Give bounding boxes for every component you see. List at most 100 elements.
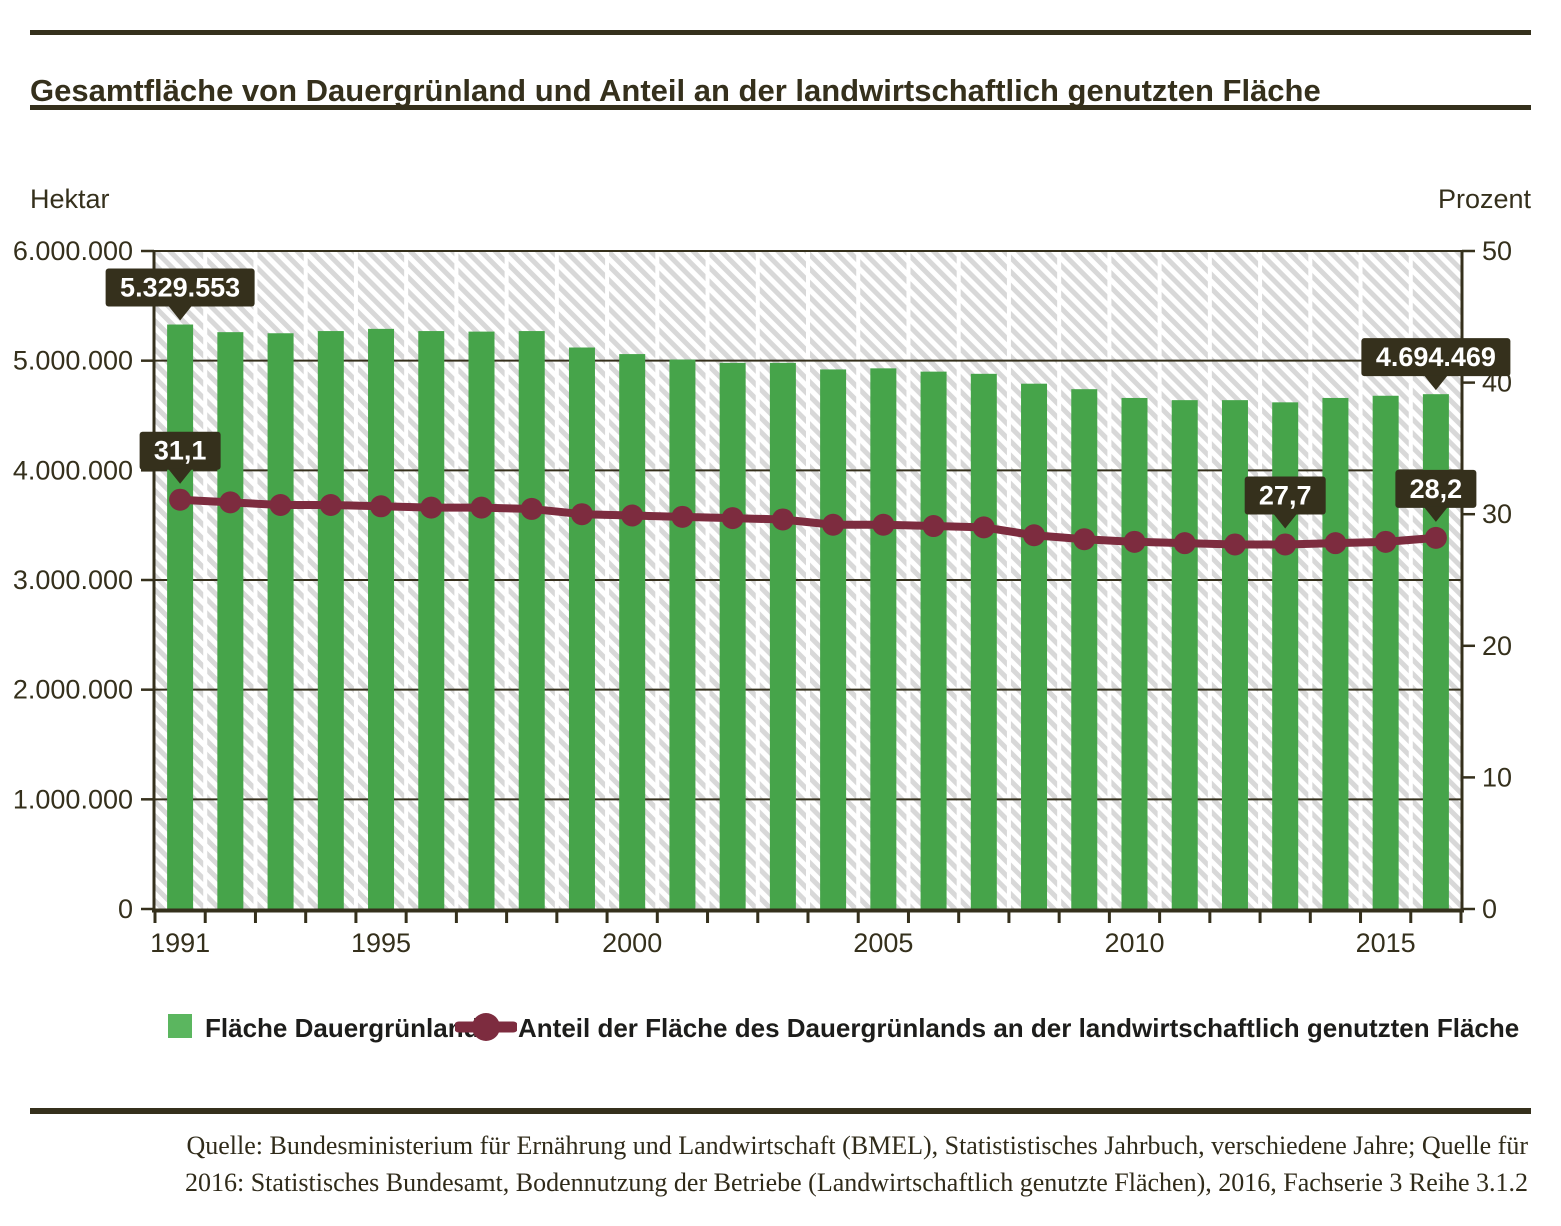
callout-text: 28,2 [1410,474,1463,504]
bar-2005 [870,368,897,909]
percent-dot-2004 [822,513,845,536]
bar-2010 [1121,397,1148,909]
percent-dot-2007 [972,516,995,539]
bar-2003 [769,362,796,909]
header-rule-top [30,30,1531,35]
bar-2015 [1372,395,1399,909]
bar-2007 [970,373,997,909]
callout-text: 5.329.553 [120,273,240,303]
percent-dot-2012 [1223,533,1246,556]
percent-dot-2005 [872,513,895,536]
combo-chart: 0 1.000.000 2.000.000 3.000.000 4.000.000 5.0… [13,236,1512,958]
legend-line-dot-icon [455,1013,517,1041]
left-tick-label: 1.000.000 [13,784,133,814]
percent-dot-1994 [319,493,342,516]
x-tick-label-2010: 2010 [1104,928,1164,958]
footer-rule [30,1108,1531,1114]
bar-1992 [217,332,244,909]
left-tick-label: 0 [118,894,133,924]
percent-dot-2006 [922,515,945,538]
right-tick-label: 10 [1482,762,1512,792]
percent-dot-1995 [370,495,393,518]
bar-2002 [719,362,746,909]
percent-dot-2016 [1424,526,1447,549]
callout-line-2013: 27,7 [1244,476,1326,529]
percent-dot-2009 [1073,528,1096,551]
percent-dot-2010 [1123,530,1146,553]
left-axis-unit-label: Hektar [30,184,110,214]
callout-pointer [1423,375,1448,391]
bar-1997 [468,331,495,910]
right-axis-unit-label: Prozent [1437,184,1531,214]
bar-2014 [1322,397,1349,909]
x-tick-label-1995: 1995 [351,928,411,958]
percent-dot-1997 [470,496,493,519]
bar-2012 [1221,400,1248,909]
legend: Fläche Dauergrünland Anteil der Fläche d… [0,1005,1561,1059]
source-line-1: Quelle: Bundesministerium für Ernährung … [186,1131,1528,1160]
x-tick-label-1991: 1991 [150,928,210,958]
x-tick-label-2000: 2000 [602,928,662,958]
left-tick-label: 3.000.000 [13,565,133,595]
callout-pointer [1273,513,1298,529]
percent-dot-2014 [1324,532,1347,555]
percent-dot-2015 [1374,530,1397,553]
bar-1999 [568,347,595,909]
left-tick-label: 6.000.000 [13,236,133,266]
callout-box [1361,338,1511,377]
left-tick-label: 5.000.000 [13,346,133,376]
bar-2004 [820,369,847,909]
callout-box [139,431,221,470]
callout-line-2016: 28,2 [1395,469,1477,522]
percent-dot-1999 [570,503,593,526]
left-tick-label: 2.000.000 [13,675,133,705]
bar-1996 [418,331,445,910]
legend-bar-label: Fläche Dauergrünland [205,1013,480,1043]
callout-box [105,268,255,307]
callout-pointer [168,468,193,484]
source-line-2: 2016: Statistisches Bundesamt, Bodennutz… [185,1168,1528,1197]
right-tick-label: 0 [1482,894,1497,924]
bar-1998 [518,331,545,910]
x-tick-label-2005: 2005 [853,928,913,958]
left-tick-label: 4.000.000 [13,455,133,485]
bar-2006 [920,371,947,910]
callout-text: 31,1 [154,436,207,466]
percent-dot-2013 [1274,533,1297,556]
percent-dot-2002 [721,507,744,530]
callout-pointer [1423,506,1448,522]
bar-2008 [1021,383,1048,909]
bar-2009 [1071,389,1098,909]
bar-2011 [1171,400,1198,909]
percent-dot-1993 [269,493,292,516]
page-title: Gesamtfläche von Dauergrünland und Antei… [30,72,1321,108]
callout-pointer [168,305,193,321]
percent-dot-2008 [1023,524,1046,547]
legend-bar-swatch [168,1014,192,1038]
right-tick-label: 50 [1482,236,1512,266]
percent-dot-1998 [520,497,543,520]
percent-dot-1991 [169,488,192,511]
percent-dot-2001 [671,505,694,528]
right-tick-label: 30 [1482,499,1512,529]
percent-dot-1992 [219,491,242,514]
percent-dot-2011 [1173,532,1196,555]
bar-1991 [167,324,194,909]
bar-1995 [368,328,395,909]
callout-bar-2016: 4.694.469 [1361,338,1511,391]
bar-2000 [619,354,646,909]
source-note: Quelle: Bundesministerium für Ernährung … [30,1127,1528,1201]
header-rule-bottom [30,105,1531,110]
bar-2001 [669,359,696,909]
bar-1993 [267,333,294,909]
percent-dot-2000 [621,504,644,527]
right-tick-label: 20 [1482,631,1512,661]
callout-bar-1991: 5.329.553 [105,268,255,321]
percent-dot-2003 [771,508,794,531]
percent-dot-1996 [420,496,443,519]
bar-1994 [317,331,344,910]
callout-text: 27,7 [1259,480,1312,510]
callout-box [1244,476,1326,515]
callout-text: 4.694.469 [1376,342,1496,372]
